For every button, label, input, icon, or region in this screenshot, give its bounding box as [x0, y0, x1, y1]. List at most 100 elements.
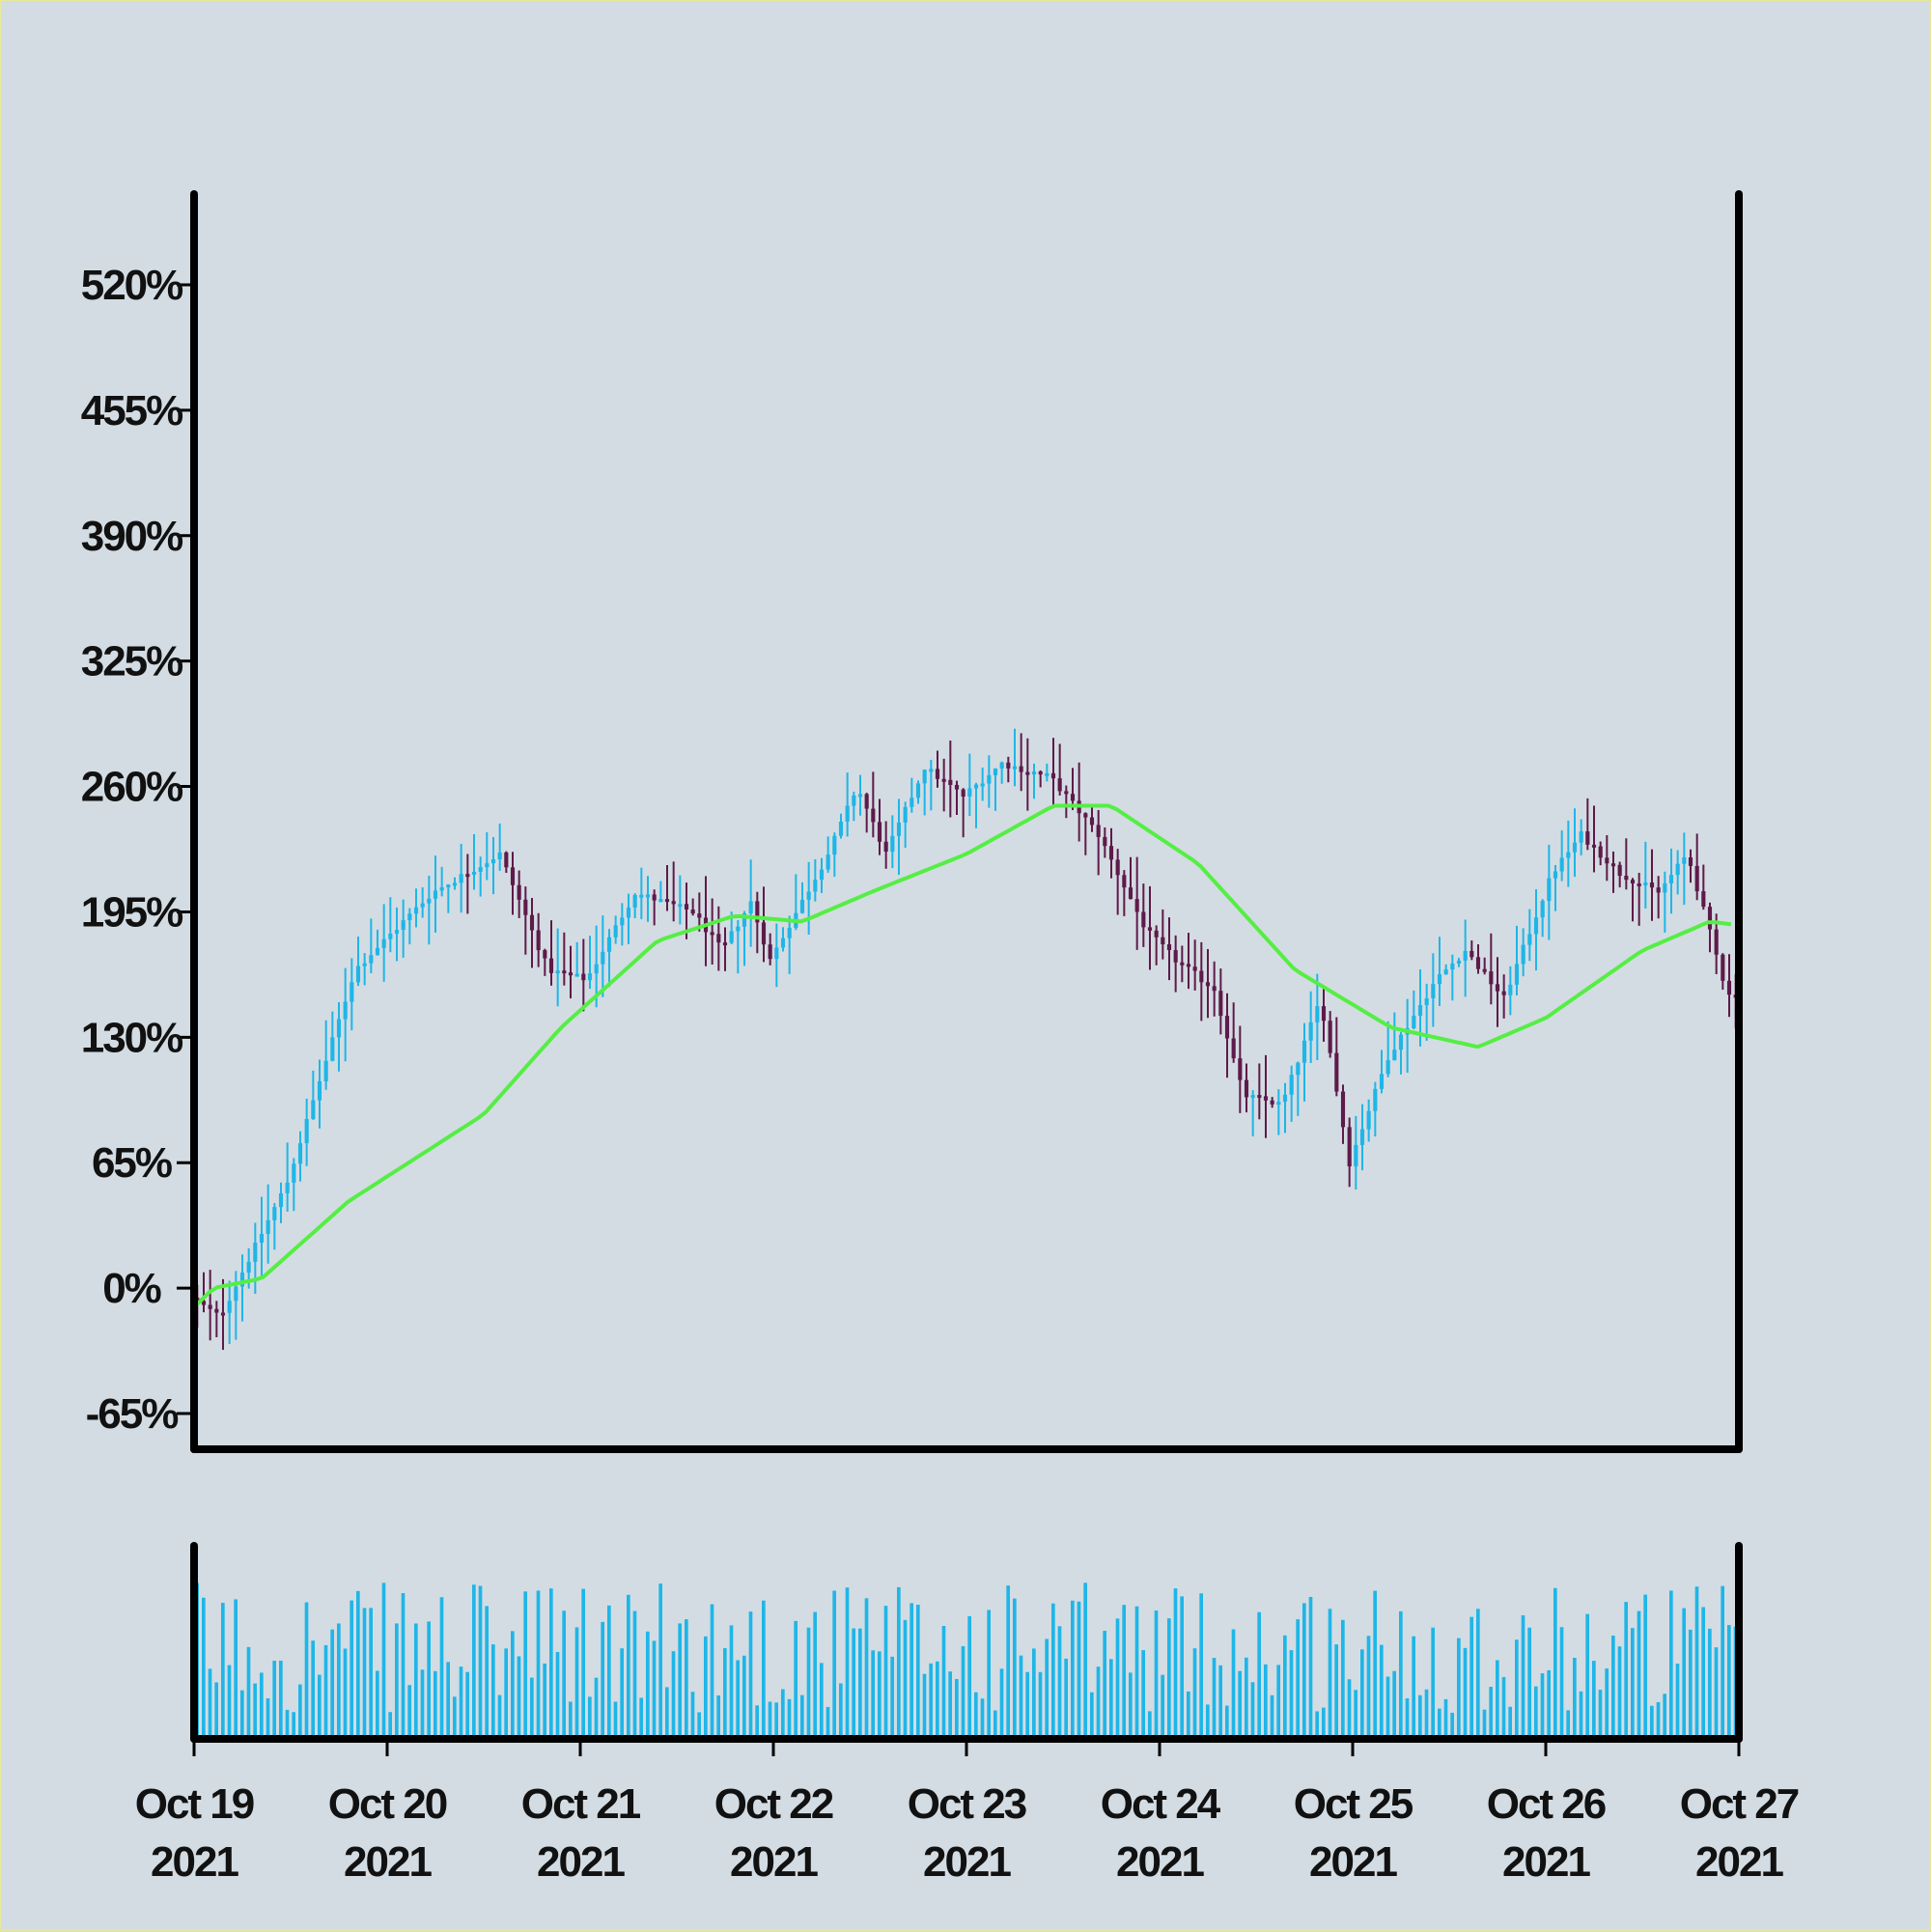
candle-body — [465, 874, 470, 878]
candle-body — [1186, 964, 1191, 967]
candle-body — [973, 784, 979, 789]
candle-body — [388, 934, 393, 939]
candle-body — [1147, 927, 1153, 931]
volume-bar — [381, 1582, 386, 1739]
volume-bar — [871, 1650, 875, 1739]
volume-bar — [1360, 1649, 1364, 1739]
candle-body — [1656, 887, 1661, 893]
candle-body — [227, 1301, 232, 1313]
volume-bar — [208, 1668, 212, 1739]
volume-bar — [678, 1623, 682, 1739]
volume-bar — [1045, 1638, 1049, 1739]
volume-bar — [478, 1585, 483, 1739]
candle-body — [594, 964, 599, 974]
volume-bar — [1682, 1608, 1686, 1739]
volume-bar — [1482, 1709, 1487, 1739]
volume-bar — [221, 1603, 225, 1739]
volume-bar — [472, 1584, 476, 1739]
candle-body — [1122, 875, 1127, 888]
volume-panel — [195, 1582, 1738, 1739]
volume-bar — [1013, 1598, 1017, 1739]
volume-bar — [1527, 1627, 1531, 1739]
y-tick-label: 130% — [81, 1014, 182, 1061]
candle-body — [1012, 766, 1018, 770]
y-tick-label: 260% — [81, 764, 182, 811]
volume-bar — [1592, 1661, 1596, 1739]
volume-bar — [1399, 1610, 1403, 1739]
candle-body — [407, 913, 412, 921]
volume-bar — [1257, 1611, 1261, 1739]
volume-bar — [1457, 1638, 1461, 1739]
volume-bar — [1109, 1659, 1113, 1739]
volume-bar — [202, 1597, 206, 1739]
volume-bar — [272, 1661, 276, 1739]
volume-bar — [1496, 1660, 1499, 1739]
volume-bar — [350, 1600, 353, 1739]
volume-bar — [1611, 1636, 1615, 1739]
candle-body — [1263, 1096, 1269, 1101]
candle-body — [1096, 825, 1101, 837]
candle-body — [1224, 1016, 1230, 1039]
y-tick-label: 390% — [81, 513, 182, 560]
y-tick-label: 195% — [81, 888, 182, 936]
candle-body — [420, 903, 425, 908]
candle-body — [1070, 794, 1076, 801]
volume-bar — [1669, 1590, 1673, 1739]
candle-body — [1045, 772, 1049, 776]
volume-bar — [897, 1586, 901, 1739]
candle-body — [285, 1182, 290, 1193]
volume-bar — [967, 1615, 971, 1739]
volume-bar — [948, 1671, 952, 1739]
candle-body — [780, 938, 786, 948]
candle-body — [478, 867, 483, 872]
candle-body — [761, 922, 767, 945]
candle-body — [632, 894, 637, 908]
volume-bar — [1096, 1666, 1101, 1739]
volume-bar — [1559, 1627, 1564, 1739]
volume-bar — [1238, 1670, 1242, 1739]
volume-bar — [613, 1701, 618, 1739]
candle-body — [877, 822, 882, 842]
volume-bar — [439, 1597, 444, 1739]
candle-body — [980, 783, 985, 787]
volume-bar — [446, 1662, 450, 1739]
volume-bar — [260, 1672, 264, 1739]
volume-bar — [1617, 1646, 1622, 1739]
volume-bar — [820, 1663, 824, 1739]
candle-body — [1108, 846, 1114, 860]
volume-bar — [1347, 1679, 1352, 1739]
candle-body — [452, 882, 458, 886]
candle-body — [987, 774, 992, 784]
volume-bar — [530, 1677, 534, 1739]
candle-body — [413, 907, 419, 914]
candle-body — [1489, 971, 1494, 985]
volume-bar — [787, 1698, 792, 1739]
volume-bar — [388, 1712, 392, 1739]
x-tick-label: Oct 23 — [908, 1780, 1026, 1828]
candle-body — [278, 1192, 284, 1208]
candle-body — [1296, 1062, 1301, 1076]
volume-bar — [1083, 1582, 1087, 1739]
candle-body — [1398, 1034, 1404, 1050]
candle-body — [967, 788, 972, 798]
candle-body — [601, 951, 605, 965]
volume-bar — [1212, 1658, 1217, 1739]
candle-body — [1276, 1102, 1281, 1106]
volume-bar — [961, 1645, 966, 1739]
candle-body — [1572, 842, 1578, 853]
candle-body — [1682, 856, 1687, 864]
candle-body — [1328, 1021, 1332, 1053]
volume-bar — [555, 1651, 560, 1739]
candle-body — [1038, 771, 1043, 775]
volume-bar — [1276, 1665, 1280, 1739]
candle-body — [606, 937, 612, 952]
candle-body — [1282, 1094, 1288, 1103]
candle-body — [350, 982, 354, 1002]
volume-bar — [562, 1610, 566, 1739]
candle-body — [857, 794, 863, 798]
candle-body — [239, 1273, 245, 1287]
volume-bar — [1443, 1698, 1448, 1739]
candle-body — [896, 822, 902, 836]
candle-body — [1025, 771, 1030, 775]
